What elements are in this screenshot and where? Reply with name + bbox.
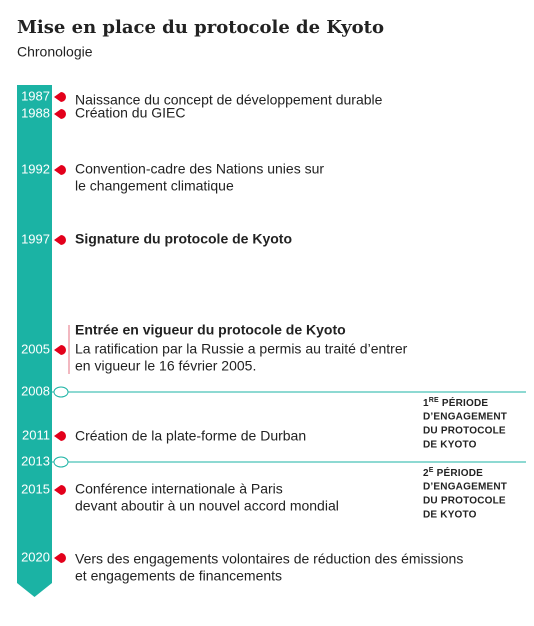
event-text: Naissance du concept de développement du… [75, 92, 383, 108]
event-text: Vers des engagements volontaires de rédu… [75, 551, 463, 567]
event-heading: Entrée en vigueur du protocole de Kyoto [75, 322, 346, 338]
event-text: La ratification par la Russie a permis a… [75, 341, 408, 357]
period-marker [53, 456, 69, 468]
year-label: 2008 [21, 383, 50, 398]
year-label: 2013 [21, 453, 50, 468]
period-line-text: PÉRIODE [442, 396, 489, 409]
event-text: devant aboutir à un nouvel accord mondia… [75, 498, 339, 514]
event-text: Conférence internationale à Paris [75, 481, 283, 497]
year-label: 1987 [21, 88, 50, 103]
event-text: et engagements de financements [75, 568, 282, 584]
period-label: DE KYOTO [423, 440, 477, 451]
event-text: le changement climatique [75, 178, 234, 194]
title: Mise en place du protocole de Kyoto [17, 17, 384, 38]
year-label: 2011 [22, 427, 50, 442]
year-label: 1997 [21, 231, 50, 246]
year-label: 1988 [21, 105, 50, 120]
year-label: 1992 [21, 161, 50, 176]
period-label: 1RE PÉRIODE [423, 396, 488, 409]
event-marker [54, 431, 66, 441]
period-suffix: E [429, 467, 434, 474]
event-marker [54, 109, 66, 119]
period-line-text: PÉRIODE [437, 466, 484, 479]
period-label: D’ENGAGEMENT [423, 412, 507, 423]
period-label: 2E PÉRIODE [423, 466, 483, 479]
year-label: 2005 [21, 341, 50, 356]
year-label: 2020 [21, 549, 50, 564]
period-label: D’ENGAGEMENT [423, 482, 507, 493]
year-label: 2015 [21, 481, 50, 496]
event-text: Création de la plate-forme de Durban [75, 428, 306, 444]
timeline-bar [17, 85, 52, 597]
event-marker [54, 345, 66, 355]
event-text: Convention-cadre des Nations unies sur [75, 161, 324, 177]
period-label: DU PROTOCOLE [423, 426, 506, 437]
subtitle: Chronologie [17, 44, 93, 60]
event-marker [54, 235, 66, 245]
period-label: DU PROTOCOLE [423, 496, 506, 507]
event-marker [54, 485, 66, 495]
period-label: DE KYOTO [423, 510, 477, 521]
event-marker [54, 553, 66, 563]
event-marker [54, 92, 66, 102]
event-marker [54, 165, 66, 175]
period-ordinal: 1 [423, 398, 429, 409]
event-text: en vigueur le 16 février 2005. [75, 358, 256, 374]
event-text: Signature du protocole de Kyoto [75, 231, 292, 247]
event-text: Création du GIEC [75, 105, 186, 121]
period-suffix: RE [429, 397, 439, 404]
period-ordinal: 2 [423, 468, 429, 479]
period-marker [53, 386, 69, 398]
